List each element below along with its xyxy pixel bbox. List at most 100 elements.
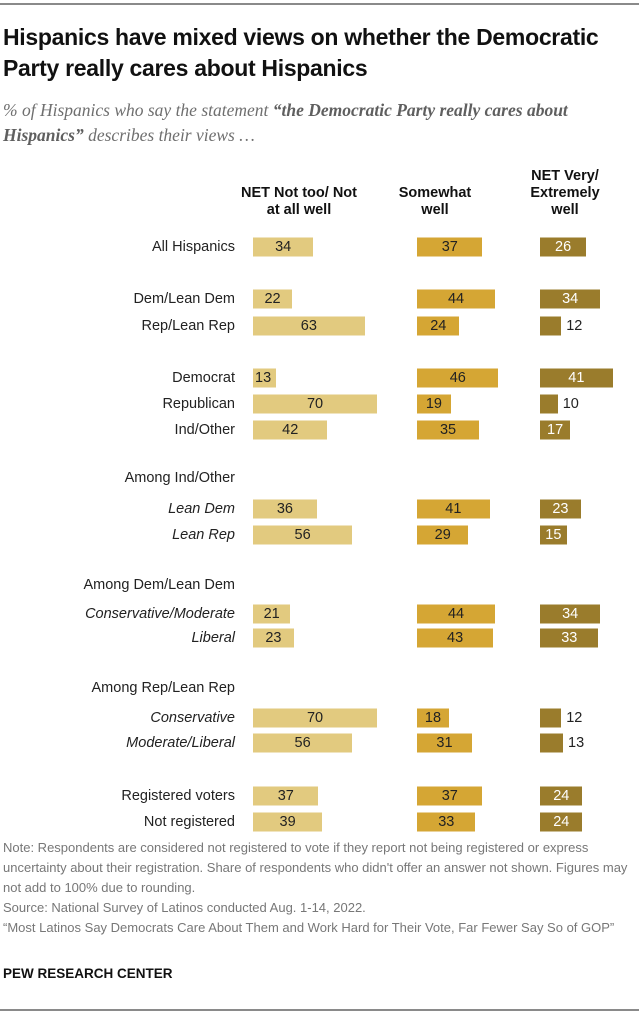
data-label: 56 bbox=[294, 735, 311, 751]
data-label: 34 bbox=[562, 291, 579, 307]
data-label: 41 bbox=[568, 370, 585, 386]
data-label: 56 bbox=[294, 527, 311, 543]
data-label: 23 bbox=[552, 501, 569, 517]
row-label: Dem/Lean Dem bbox=[133, 291, 235, 307]
data-label: 41 bbox=[445, 501, 462, 517]
bar bbox=[253, 316, 365, 336]
bar bbox=[417, 237, 483, 257]
bar bbox=[540, 525, 567, 545]
top-rule bbox=[0, 3, 639, 5]
subtitle-post: describes their views … bbox=[83, 125, 255, 145]
data-label: 37 bbox=[441, 788, 458, 804]
data-label: 22 bbox=[264, 291, 281, 307]
data-label: 34 bbox=[275, 239, 292, 255]
chart-title: Hispanics have mixed views on whether th… bbox=[3, 24, 599, 81]
data-label: 70 bbox=[306, 710, 324, 726]
group-heading: Among Rep/Lean Rep bbox=[91, 680, 236, 696]
data-label: 37 bbox=[441, 239, 458, 255]
row-label: Conservative bbox=[150, 710, 235, 726]
bar bbox=[540, 604, 601, 624]
row-label: All Hispanics bbox=[152, 239, 235, 255]
bar bbox=[417, 420, 479, 440]
row-label: Moderate/Liberal bbox=[126, 735, 235, 751]
data-label: 31 bbox=[436, 735, 453, 751]
data-label: 44 bbox=[447, 291, 465, 307]
row-label: Not registered bbox=[143, 814, 235, 830]
row-label: Registered voters bbox=[121, 788, 235, 804]
source-text: Source: National Survey of Latinos condu… bbox=[3, 900, 366, 915]
notes: Note: Respondents are considered not reg… bbox=[3, 838, 633, 938]
bar bbox=[253, 525, 353, 545]
row-label: Conservative/Moderate bbox=[85, 606, 235, 622]
bar bbox=[253, 812, 323, 832]
data-label: 33 bbox=[561, 630, 578, 646]
row-label: Democrat bbox=[172, 370, 235, 386]
row-label: Lean Rep bbox=[172, 527, 235, 543]
brand-logo-text: PEW RESEARCH CENTER bbox=[3, 966, 173, 981]
bar bbox=[253, 394, 377, 414]
bar bbox=[540, 812, 583, 832]
bar bbox=[540, 237, 587, 257]
row-label: Liberal bbox=[191, 630, 235, 646]
data-label: 33 bbox=[438, 814, 455, 830]
data-label: 42 bbox=[282, 422, 299, 438]
subtitle-bold: “the Democratic Party really cares about… bbox=[3, 100, 568, 145]
data-label: 12 bbox=[566, 710, 583, 726]
bar bbox=[417, 394, 451, 414]
bar bbox=[253, 733, 353, 753]
bar bbox=[253, 289, 292, 309]
data-label: 44 bbox=[447, 606, 465, 622]
column-header-not-well: NET Not too/ Not at all well bbox=[241, 185, 357, 218]
data-label: 39 bbox=[279, 814, 296, 830]
bar bbox=[417, 733, 472, 753]
bar bbox=[540, 368, 613, 388]
data-label: 13 bbox=[255, 370, 272, 386]
bar bbox=[417, 628, 494, 648]
data-label: 46 bbox=[449, 370, 466, 386]
bar bbox=[540, 628, 599, 648]
data-label: 70 bbox=[306, 396, 324, 412]
column-header-somewhat: Somewhat well bbox=[398, 185, 472, 218]
report-title: “Most Latinos Say Democrats Care About T… bbox=[3, 920, 615, 935]
bar bbox=[253, 628, 294, 648]
bar bbox=[253, 420, 328, 440]
subtitle-pre: % of Hispanics who say the statement bbox=[3, 100, 273, 120]
bar bbox=[253, 237, 314, 257]
bar bbox=[253, 604, 291, 624]
data-label: 37 bbox=[277, 788, 294, 804]
bar bbox=[253, 708, 377, 728]
bar bbox=[417, 368, 499, 388]
row-label: Rep/Lean Rep bbox=[141, 318, 235, 334]
chart-subtitle: % of Hispanics who say the statement “th… bbox=[3, 98, 623, 148]
group-heading: Among Dem/Lean Dem bbox=[83, 577, 235, 593]
bar bbox=[540, 394, 558, 414]
data-label: 12 bbox=[566, 318, 583, 334]
data-label: 10 bbox=[562, 396, 579, 412]
data-label: 23 bbox=[265, 630, 282, 646]
bar bbox=[253, 786, 319, 806]
bar bbox=[417, 499, 490, 519]
group-heading: Among Ind/Other bbox=[124, 470, 235, 486]
bar bbox=[540, 420, 571, 440]
bar bbox=[253, 368, 276, 388]
column-header-very-well: NET Very/ Extremely well bbox=[530, 168, 600, 218]
data-label: 29 bbox=[434, 527, 451, 543]
data-label: 63 bbox=[300, 318, 317, 334]
data-label: 19 bbox=[425, 396, 442, 412]
note-text: Note: Respondents are considered not reg… bbox=[3, 840, 628, 895]
row-label: Ind/Other bbox=[174, 422, 235, 438]
bottom-rule bbox=[0, 1009, 639, 1011]
bar bbox=[417, 604, 495, 624]
data-label: 24 bbox=[553, 788, 570, 804]
bar bbox=[540, 708, 562, 728]
bar bbox=[417, 708, 449, 728]
bar bbox=[253, 499, 317, 519]
bar bbox=[540, 499, 581, 519]
bar bbox=[540, 316, 562, 336]
data-label: 21 bbox=[263, 606, 280, 622]
data-label: 34 bbox=[562, 606, 579, 622]
data-label: 13 bbox=[568, 735, 585, 751]
bar bbox=[417, 525, 469, 545]
data-label: 15 bbox=[545, 527, 562, 543]
